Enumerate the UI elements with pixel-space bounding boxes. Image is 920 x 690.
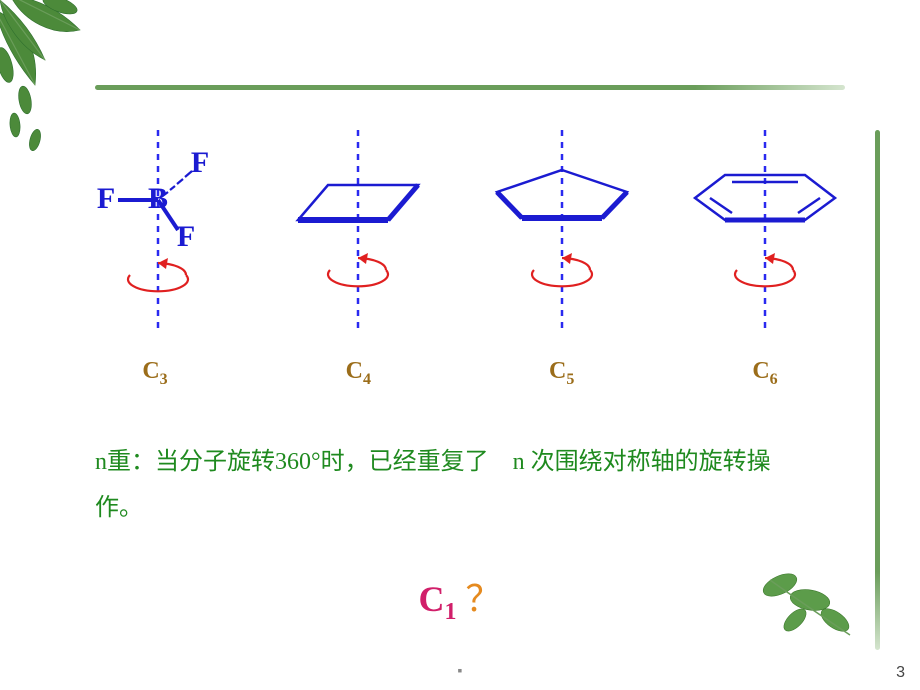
svg-text:F: F [97,182,115,215]
label-c6: C6 [670,358,860,389]
c1-question: C1 ？ [0,570,920,626]
label-c5: C5 [467,358,657,389]
diagram-cyclobutane [263,130,453,330]
svg-text:F: F [191,146,209,179]
diagram-bf3: B F F F [60,130,250,330]
horizontal-rule [95,85,845,90]
page-number: 3 [896,664,905,682]
diagram-benzene [670,130,860,330]
label-c4: C4 [263,358,453,389]
svg-text:F: F [177,220,195,253]
center-dot: ▪ [458,664,463,680]
label-c3: C3 [60,358,250,389]
diagram-cyclopentane [467,130,657,330]
body-text: n重：当分子旋转360°时，已经重复了 n 次围绕对称轴的旋转操作。 [95,440,815,531]
axis-labels-row: C3 C4 C5 C6 [60,358,860,389]
molecule-diagrams-row: B F F F [60,130,860,330]
svg-text:B: B [148,182,168,215]
